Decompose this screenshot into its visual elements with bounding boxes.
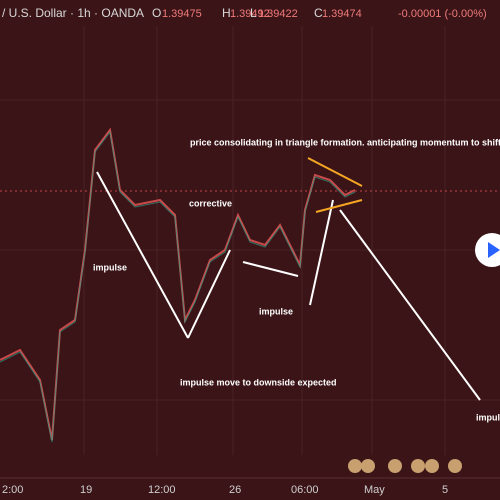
ohlc-value: 1.39474 [322, 8, 362, 20]
change: -0.00001 (-0.00%) [398, 8, 487, 20]
x-axis-label: 06:00 [291, 484, 319, 496]
annotation: impuls [476, 412, 500, 422]
x-axis-label: May [364, 484, 385, 496]
ohlc-value: 1.39492 [230, 8, 270, 20]
ohlc-key: H [222, 6, 231, 20]
annotation: impulse [93, 262, 127, 272]
x-axis: 2:00 19 12:00 26 06:00 May 5 [2, 484, 448, 496]
x-axis-label: 26 [229, 484, 241, 496]
play-button[interactable] [475, 233, 500, 267]
x-axis-label: 2:00 [2, 484, 23, 496]
x-axis-label: 12:00 [148, 484, 176, 496]
triangle [307, 157, 363, 213]
trend-lines [96, 171, 481, 401]
ohlc-key: O [152, 6, 161, 20]
header-bg [0, 0, 500, 26]
ohlc-value: 1.39422 [258, 8, 298, 20]
annotation: impulse move to downside expected [180, 377, 337, 387]
ohlc-key: L [250, 6, 257, 20]
symbol: / U.S. Dollar · 1h · OANDA [2, 6, 144, 20]
event-icons [348, 459, 462, 473]
ohlc-value: 1.39475 [162, 8, 202, 20]
price-path-up [0, 130, 356, 443]
ohlc-key: C [314, 6, 323, 20]
annotation: impulse [259, 306, 293, 316]
annotation: corrective [189, 198, 232, 208]
grid [0, 25, 500, 455]
annotation: price consolidating in triangle formatio… [190, 137, 500, 147]
x-axis-label: 5 [442, 484, 448, 496]
x-axis-label: 19 [80, 484, 92, 496]
